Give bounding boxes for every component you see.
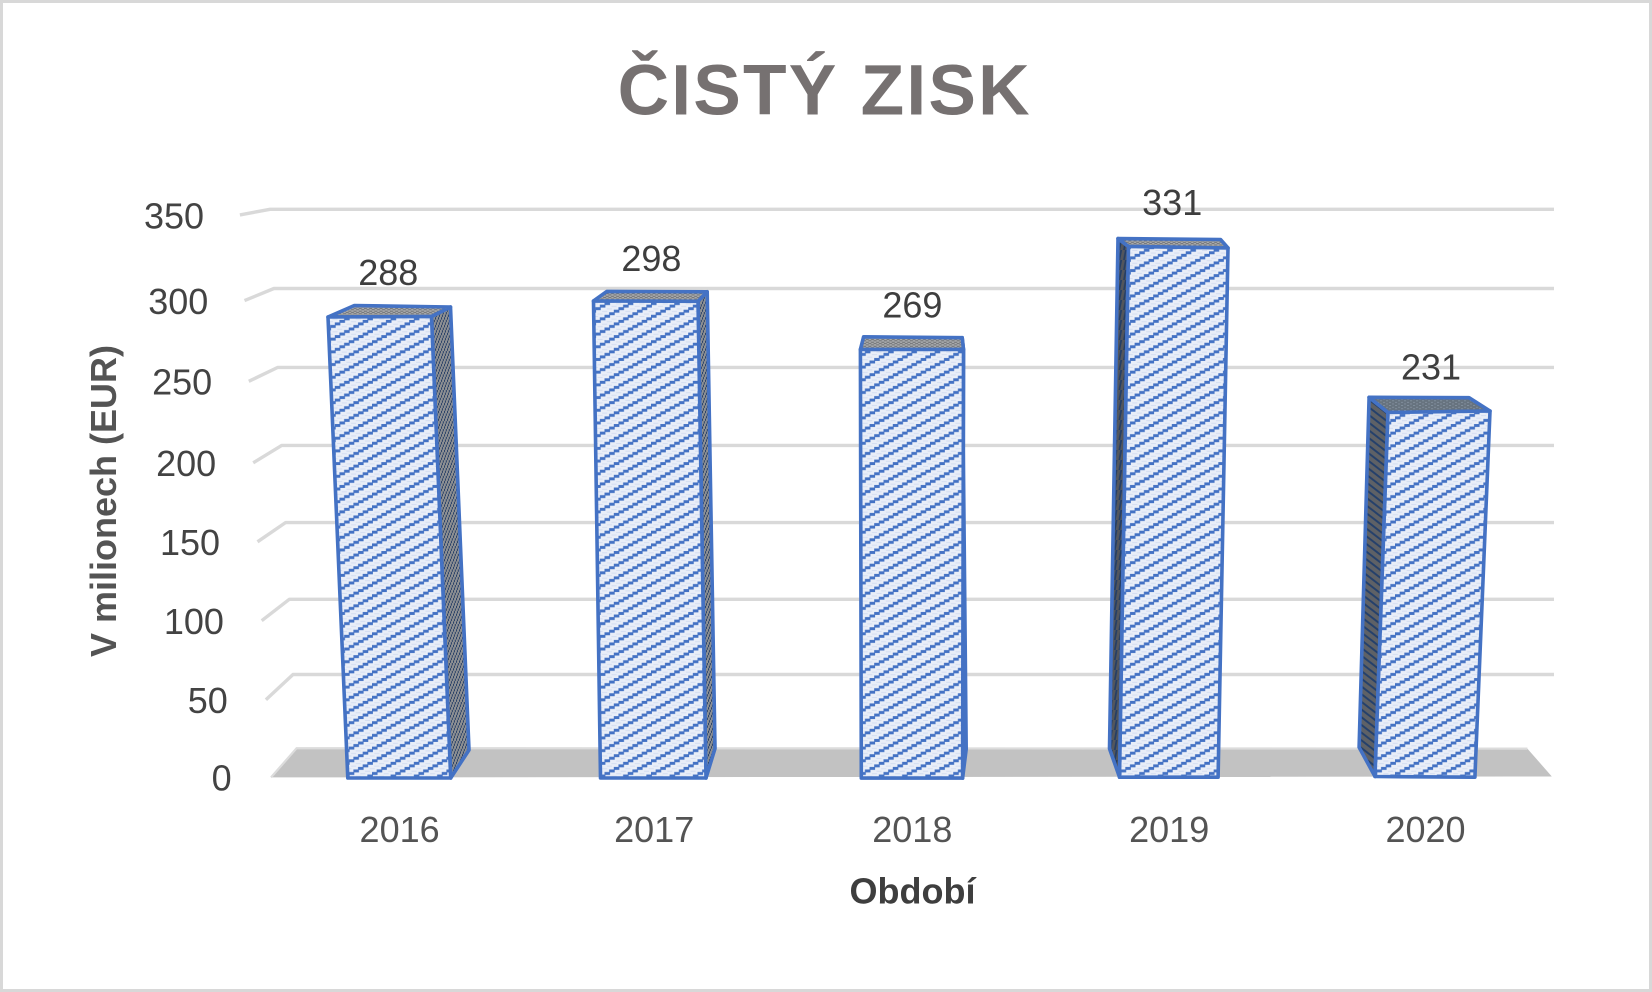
svg-text:200: 200	[156, 443, 216, 484]
svg-text:ČISTÝ ZISK: ČISTÝ ZISK	[618, 50, 1032, 130]
svg-text:250: 250	[152, 362, 212, 403]
svg-text:231: 231	[1401, 346, 1461, 387]
svg-text:Období: Období	[850, 871, 977, 912]
svg-text:50: 50	[188, 680, 228, 721]
svg-text:0: 0	[212, 757, 232, 798]
svg-text:288: 288	[358, 252, 418, 293]
svg-text:350: 350	[144, 195, 204, 236]
svg-text:331: 331	[1142, 182, 1202, 223]
svg-text:2020: 2020	[1385, 809, 1465, 850]
svg-text:2019: 2019	[1129, 809, 1209, 850]
svg-text:100: 100	[164, 601, 224, 642]
svg-text:300: 300	[148, 281, 208, 322]
svg-text:2018: 2018	[872, 809, 952, 850]
svg-text:298: 298	[621, 238, 681, 279]
svg-text:150: 150	[160, 522, 220, 563]
svg-text:269: 269	[882, 285, 942, 326]
svg-text:2016: 2016	[360, 809, 440, 850]
svg-text:2017: 2017	[614, 809, 694, 850]
svg-text:V milionech (EUR): V milionech (EUR)	[83, 345, 124, 657]
